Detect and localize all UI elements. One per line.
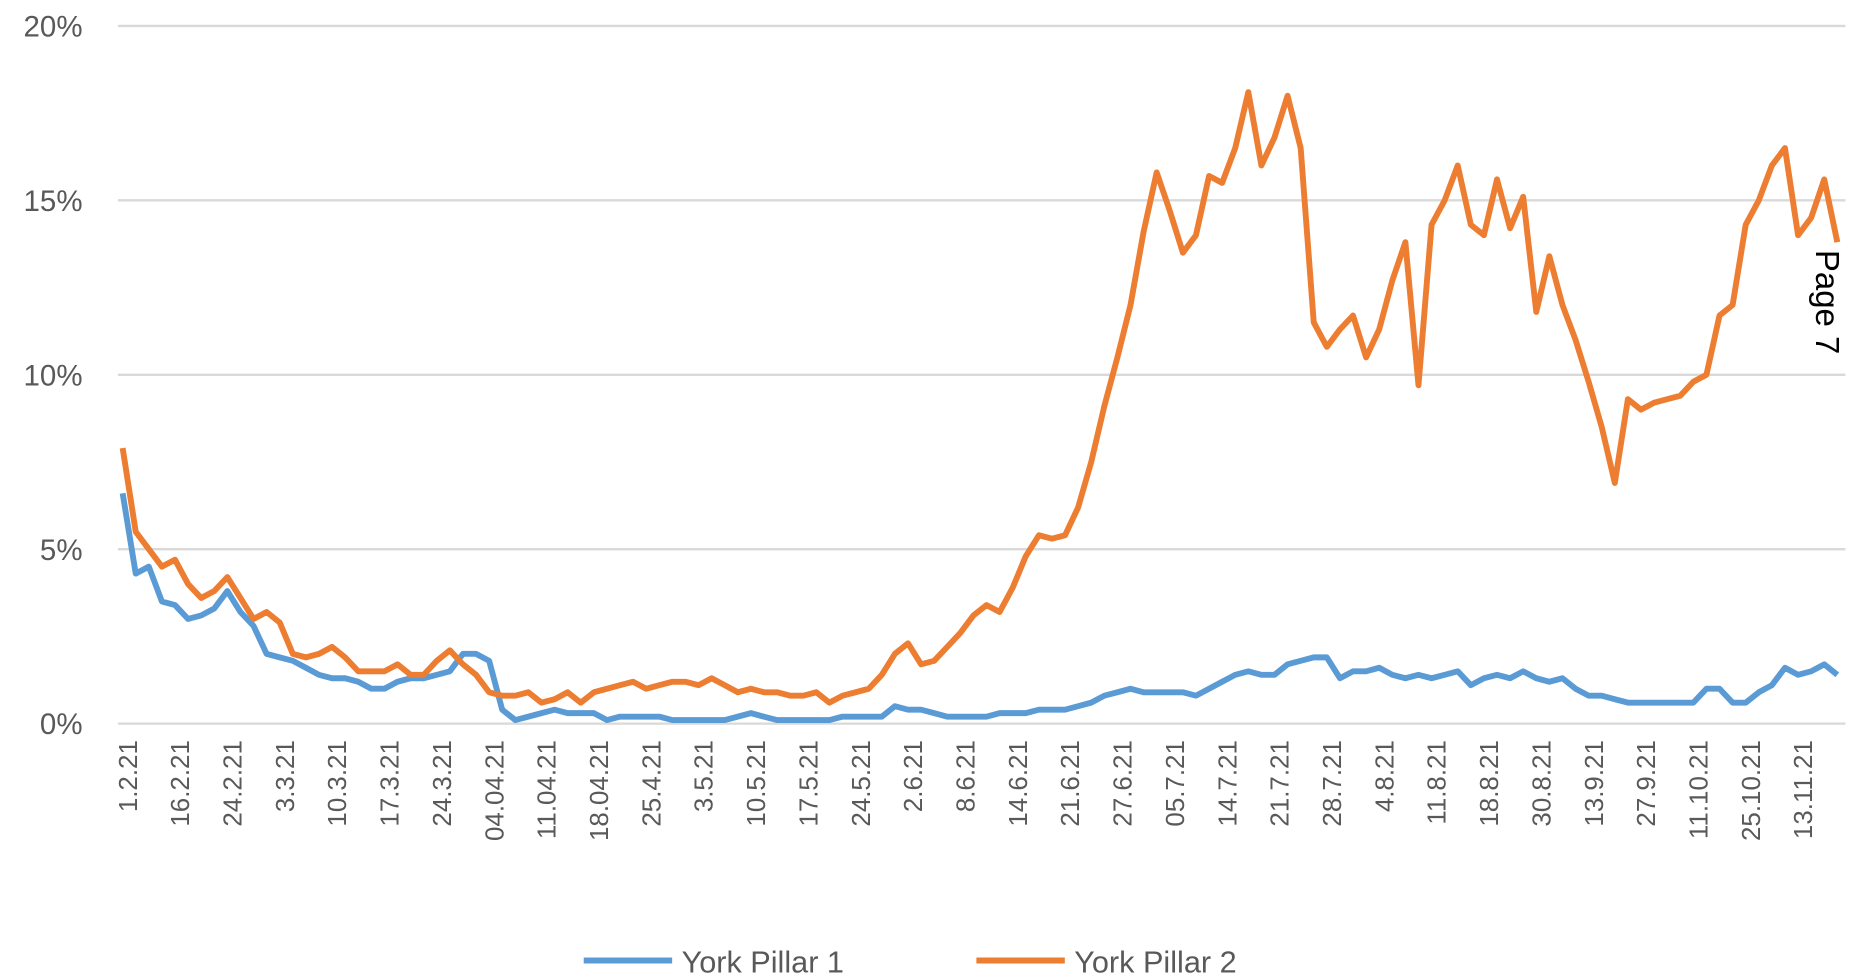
y-tick-label: 10% — [24, 359, 83, 392]
x-tick-label: 21.6.21 — [1057, 740, 1085, 826]
x-tick-label: 04.04.21 — [481, 740, 509, 841]
x-tick-label: 27.9.21 — [1633, 740, 1661, 826]
x-tick-label: 25.10.21 — [1738, 740, 1766, 841]
x-tick-label: 24.2.21 — [219, 740, 247, 826]
x-tick-label: 11.04.21 — [534, 740, 562, 839]
x-tick-label: 28.7.21 — [1319, 740, 1347, 826]
y-tick-label: 5% — [40, 534, 83, 567]
series-line — [119, 89, 1841, 706]
x-tick-label: 17.3.21 — [377, 740, 405, 826]
x-tick-label: 8.6.21 — [952, 740, 980, 812]
x-tick-label: 1.2.21 — [115, 740, 143, 812]
x-tick-label: 10.3.21 — [324, 740, 352, 826]
y-tick-label: 0% — [40, 708, 83, 741]
x-tick-label: 16.2.21 — [167, 740, 195, 826]
x-tick-label: 18.04.21 — [586, 740, 614, 841]
x-tick-label: 30.8.21 — [1528, 740, 1556, 826]
x-tick-label: 13.9.21 — [1581, 740, 1609, 826]
x-tick-label: 10.5.21 — [743, 740, 771, 826]
x-tick-label: 3.5.21 — [691, 740, 719, 812]
x-tick-label: 14.6.21 — [1005, 740, 1033, 826]
series-line — [119, 492, 1840, 724]
x-tick-label: 11.8.21 — [1424, 740, 1452, 825]
x-tick-label: 25.4.21 — [638, 740, 666, 826]
x-tick-label: 24.5.21 — [848, 740, 876, 826]
legend-label: York Pillar 1 — [682, 945, 844, 977]
x-tick-label: 05.7.21 — [1162, 740, 1190, 826]
x-tick-label: 4.8.21 — [1371, 740, 1399, 812]
x-tick-label: 18.8.21 — [1476, 740, 1504, 826]
x-tick-label: 11.10.21 — [1685, 740, 1713, 839]
x-tick-label: 27.6.21 — [1110, 740, 1138, 826]
y-tick-label: 15% — [24, 185, 83, 218]
x-tick-label: 3.3.21 — [272, 740, 300, 812]
x-tick-label: 17.5.21 — [795, 740, 823, 826]
page-annotation: Page 7 — [1809, 250, 1846, 355]
x-tick-label: 24.3.21 — [429, 740, 457, 826]
legend-label: York Pillar 2 — [1074, 945, 1236, 977]
x-tick-label: 14.7.21 — [1214, 740, 1242, 826]
x-tick-label: 2.6.21 — [900, 740, 928, 812]
x-tick-label: 13.11.21 — [1790, 740, 1818, 839]
x-tick-label: 21.7.21 — [1267, 740, 1295, 826]
y-tick-label: 20% — [24, 11, 83, 44]
